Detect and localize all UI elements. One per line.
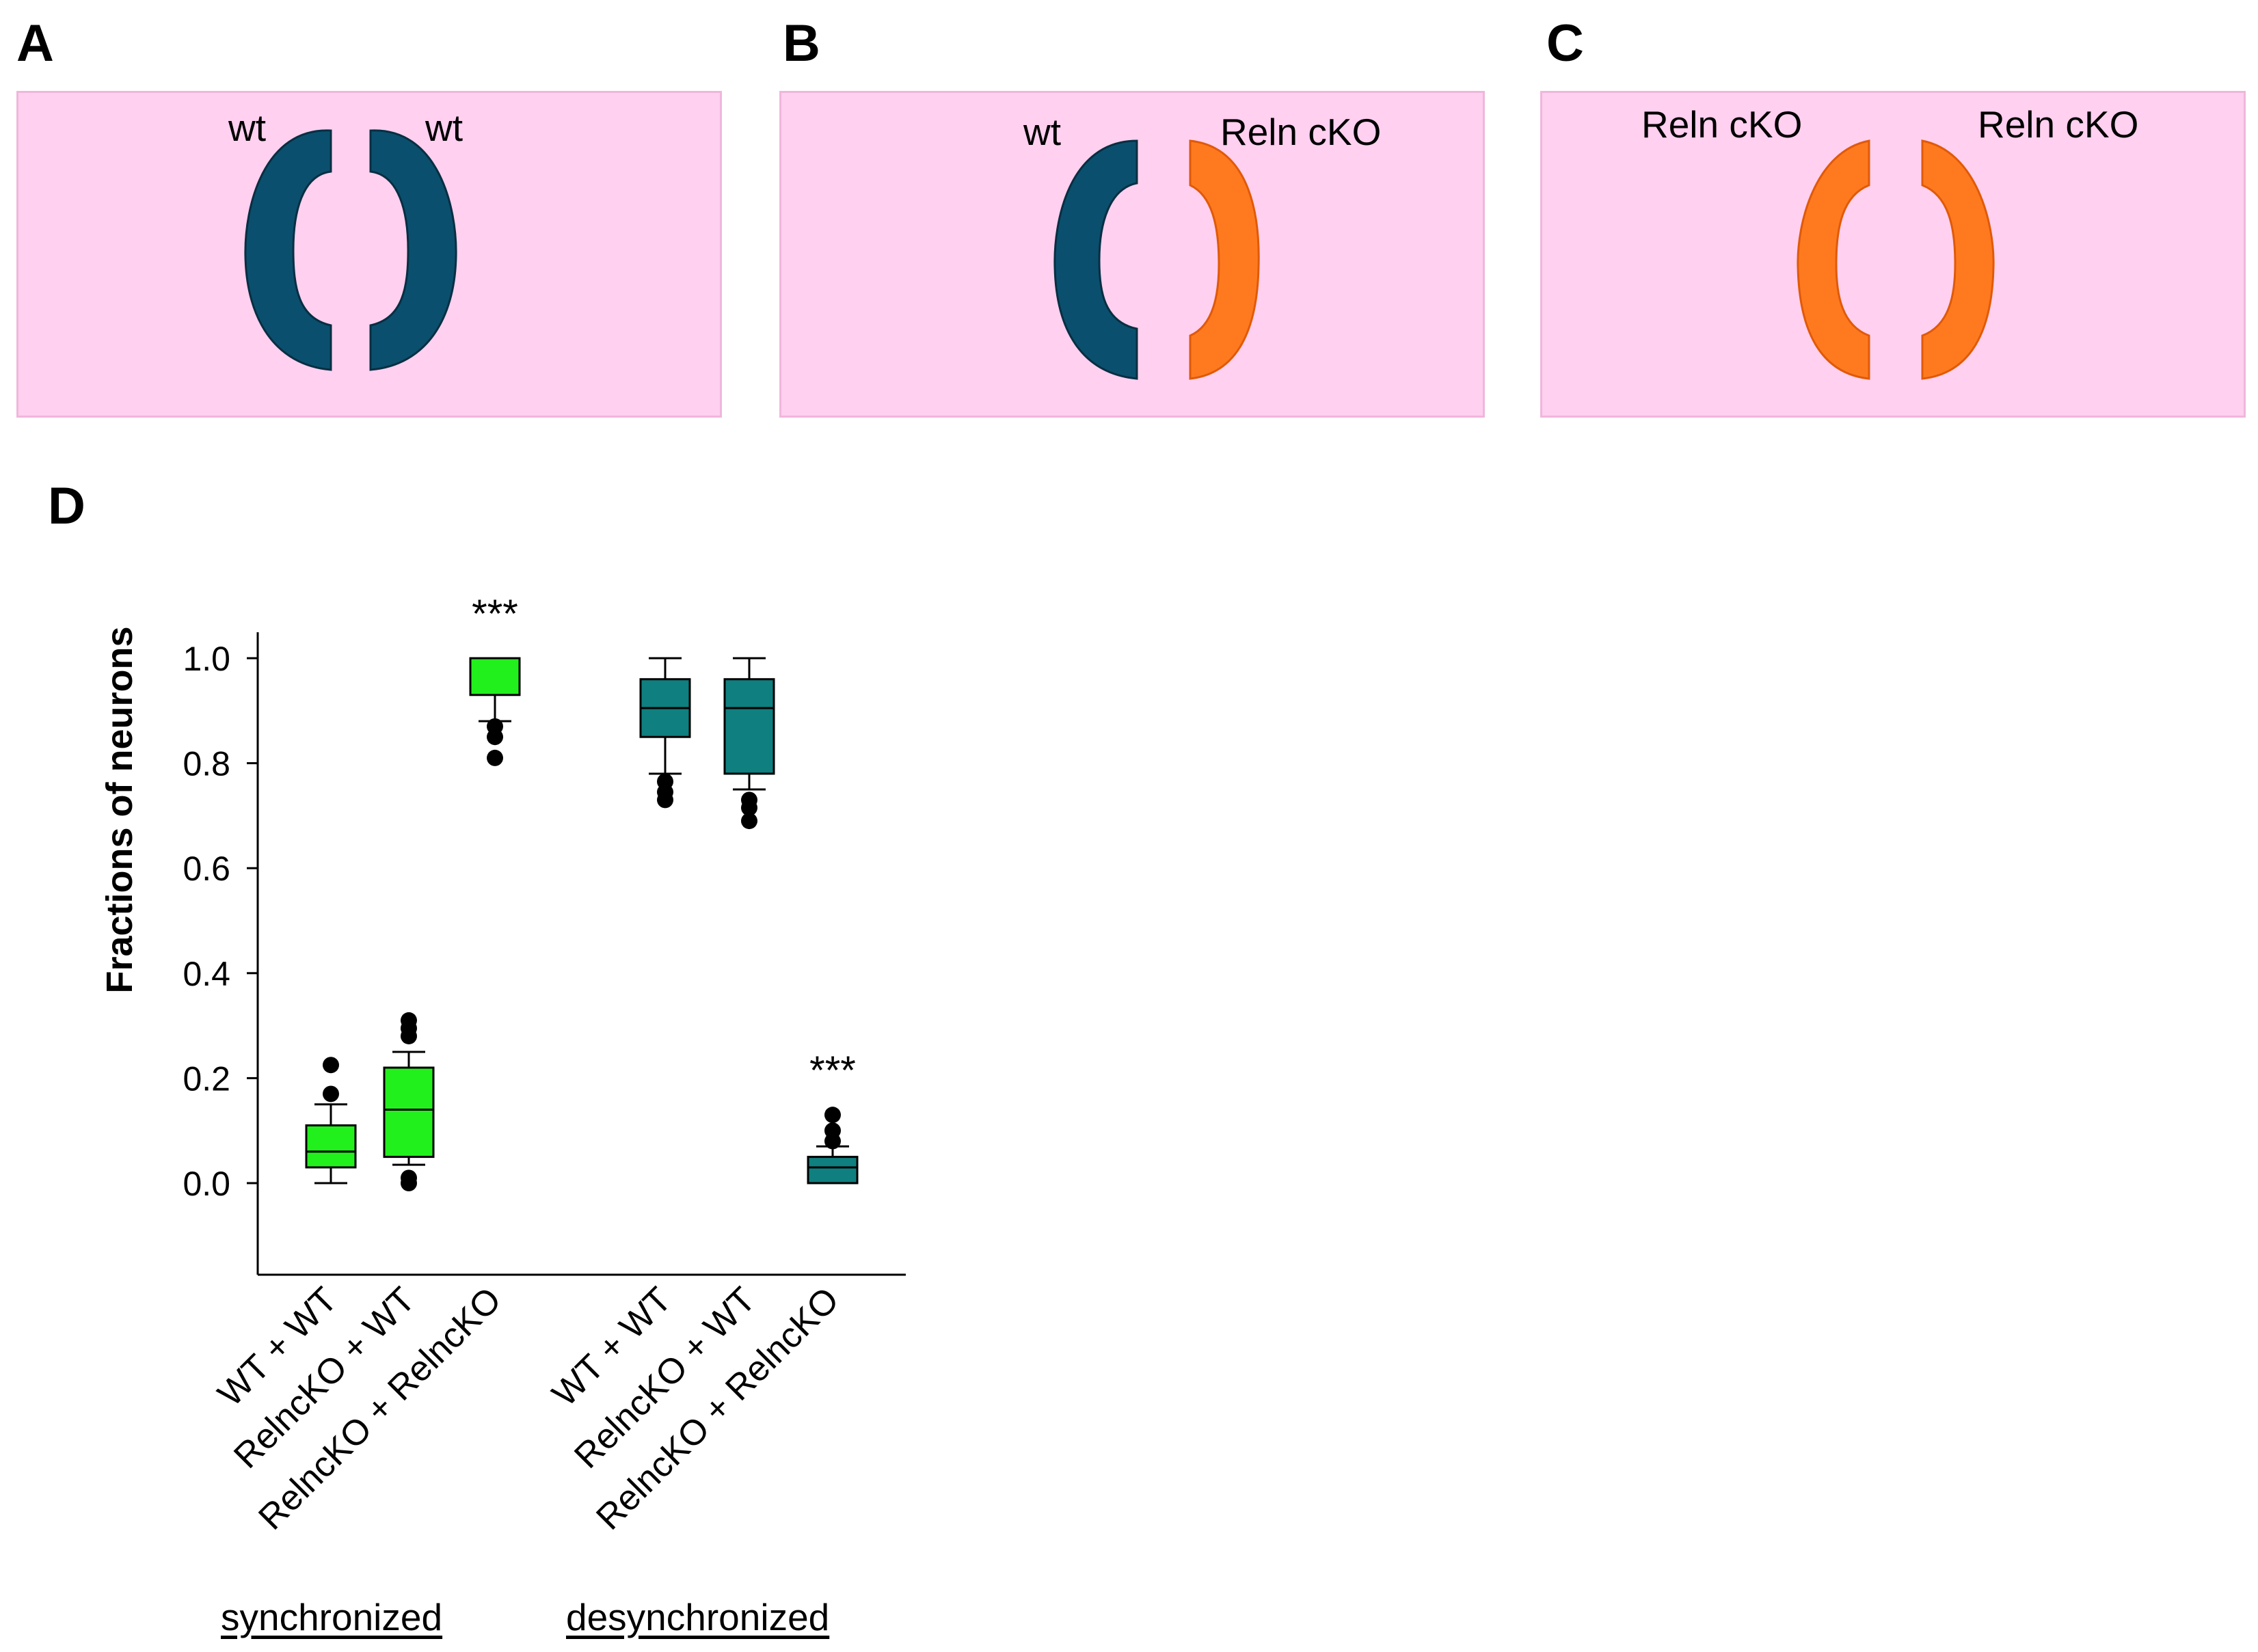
box-3 [469, 657, 521, 696]
label-c-right: Reln cKO [1978, 103, 2139, 146]
y-tick-label: 0.0 [183, 1165, 230, 1203]
culture-panel-b [779, 91, 1485, 418]
right-slice-wt [369, 129, 457, 371]
y-tick-label: 1.0 [183, 640, 230, 678]
panel-letter-c: C [1546, 14, 1584, 72]
box-5 [723, 678, 775, 775]
slice-pair-c [1797, 139, 1995, 380]
y-tick-label: 0.4 [183, 955, 230, 993]
outlier-point [487, 718, 503, 735]
left-slice-wt [244, 129, 332, 371]
outlier-point [824, 1107, 841, 1124]
culture-panel-a [16, 91, 722, 418]
significance-annotation: *** [472, 592, 518, 636]
panel-letter-b: B [783, 14, 820, 72]
outlier-point [401, 1169, 417, 1187]
outlier-point [323, 1057, 339, 1074]
group-label-synchronized: synchronized [221, 1596, 443, 1638]
left-slice-cko [1797, 139, 1870, 380]
outlier-point [487, 749, 503, 766]
left-slice-wt [1053, 139, 1138, 380]
label-a-left: wt [228, 107, 266, 149]
slice-pair-a [244, 129, 457, 371]
label-c-left: Reln cKO [1641, 103, 1803, 146]
right-slice-cko [1921, 139, 1995, 380]
box-1 [305, 1124, 357, 1169]
outlier-point [824, 1122, 841, 1139]
box-2 [383, 1066, 435, 1159]
y-axis-title: Fractions of neurons [99, 626, 140, 993]
y-tick-label: 0.2 [183, 1059, 230, 1098]
slice-pair-b [1053, 139, 1260, 380]
outlier-point [741, 791, 757, 809]
panel-letter-d: D [48, 477, 85, 535]
significance-annotation: *** [809, 1048, 856, 1093]
outlier-point [323, 1085, 339, 1102]
culture-panel-c [1540, 91, 2246, 418]
y-tick-label: 0.8 [183, 745, 230, 783]
panel-letter-a: A [16, 14, 54, 72]
outlier-point [741, 813, 757, 830]
label-b-right: Reln cKO [1220, 111, 1382, 153]
group-label-desynchronized: desynchronized [566, 1596, 830, 1638]
y-tick-label: 0.6 [183, 850, 230, 888]
label-b-left: wt [1023, 111, 1061, 153]
outlier-point [401, 1012, 417, 1029]
box-6 [807, 1156, 859, 1184]
right-slice-cko [1189, 139, 1260, 380]
outlier-point [657, 773, 673, 790]
label-a-right: wt [425, 107, 463, 149]
